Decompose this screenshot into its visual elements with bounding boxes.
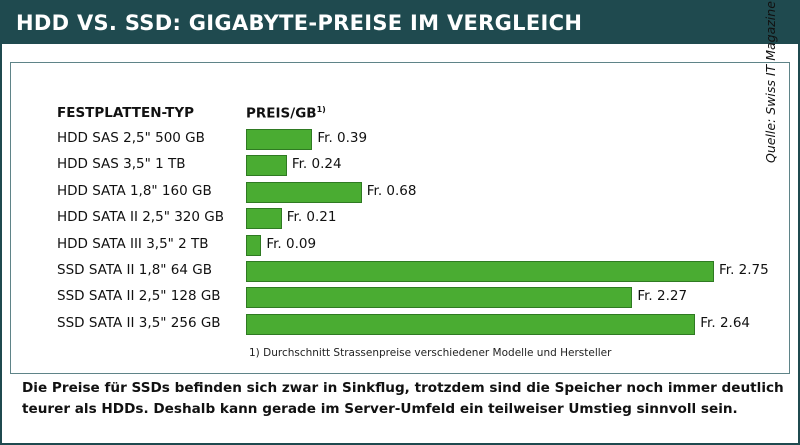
price-footnote-mark: 1)	[316, 105, 326, 114]
bar	[246, 287, 633, 309]
value-label: Fr. 0.21	[286, 209, 337, 226]
category-label: HDD SATA III 3,5" 2 TB	[57, 235, 209, 252]
footnote: 1) Durchschnitt Strassenpreise verschied…	[249, 347, 612, 359]
value-label: Fr. 0.68	[366, 182, 417, 199]
bar	[246, 129, 313, 150]
bar	[246, 234, 262, 256]
chart-title: HDD VS. SSD: GIGABYTE-PREISE IM VERGLEIC…	[16, 11, 583, 35]
value-label: Fr. 2.64	[700, 314, 751, 331]
summary-text: Die Preise für SSDs befinden sich zwar i…	[22, 380, 784, 417]
type-column-header: FESTPLATTEN-TYP	[57, 105, 195, 121]
value-label: Fr. 2.75	[719, 262, 769, 278]
value-label: Fr. 0.39	[317, 130, 368, 146]
bar	[246, 155, 287, 177]
category-label: SSD SATA II 1,8" 64 GB	[57, 262, 212, 278]
bar	[246, 181, 362, 203]
category-label: HDD SATA 1,8" 160 GB	[57, 182, 212, 199]
category-label: HDD SATA II 2,5" 320 GB	[57, 209, 224, 226]
chart-area: FESTPLATTEN-TYP PREIS/GB1) HDD SAS 2,5" …	[10, 1, 790, 374]
bar	[246, 313, 696, 335]
category-label: SSD SATA II 3,5" 256 GB	[57, 314, 221, 331]
header-bar: HDD VS. SSD: GIGABYTE-PREISE IM VERGLEIC…	[2, 2, 798, 44]
value-label: Fr. 2.27	[637, 288, 688, 305]
bar	[246, 261, 714, 282]
value-label: Fr. 0.24	[291, 156, 342, 173]
category-label: SSD SATA II 2,5" 128 GB	[57, 288, 221, 305]
category-label: HDD SAS 3,5" 1 TB	[57, 156, 186, 173]
price-header-text: PREIS/GB	[246, 105, 317, 122]
source-credit: Quelle: Swiss IT Magazine	[763, 1, 778, 163]
price-column-header: PREIS/GB1)	[246, 105, 326, 122]
bar	[246, 208, 282, 230]
value-label: Fr. 0.09	[266, 235, 317, 252]
category-label: HDD SAS 2,5" 500 GB	[57, 130, 205, 146]
